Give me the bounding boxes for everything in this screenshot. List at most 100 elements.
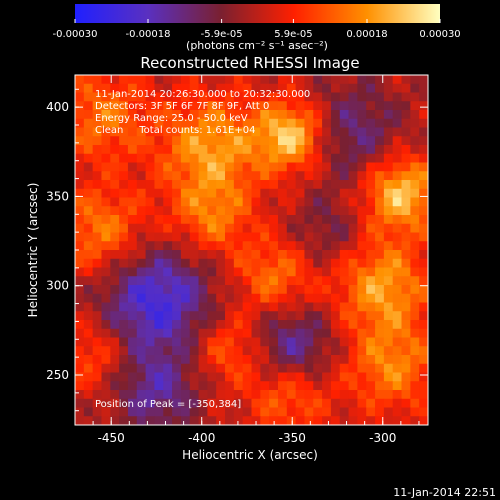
heatmap-cell bbox=[242, 302, 252, 312]
heatmap-cell bbox=[339, 215, 349, 225]
heatmap-cell bbox=[163, 302, 173, 312]
heatmap-cell bbox=[242, 285, 252, 295]
heatmap-cell bbox=[189, 363, 199, 373]
heatmap-cell bbox=[348, 355, 358, 365]
heatmap-cell bbox=[251, 241, 261, 251]
heatmap-cell bbox=[375, 276, 385, 286]
heatmap-cell bbox=[330, 250, 341, 260]
heatmap-cell bbox=[251, 145, 261, 155]
heatmap-cell bbox=[419, 355, 429, 365]
heatmap-cell bbox=[242, 355, 252, 365]
heatmap-cell bbox=[92, 206, 102, 216]
heatmap-cell bbox=[180, 250, 191, 260]
heatmap-cell bbox=[172, 285, 182, 295]
heatmap-cell bbox=[83, 381, 94, 391]
heatmap-cell bbox=[136, 337, 146, 347]
heatmap-cell bbox=[180, 267, 191, 277]
heatmap-cell bbox=[295, 285, 305, 295]
heatmap-cell bbox=[225, 215, 235, 225]
heatmap-cell bbox=[154, 92, 164, 102]
heatmap-cell bbox=[419, 285, 429, 295]
heatmap-cell bbox=[127, 293, 138, 303]
heatmap-cell bbox=[260, 398, 270, 408]
heatmap-cell bbox=[145, 363, 155, 373]
heatmap-cell bbox=[154, 188, 164, 198]
heatmap-cell bbox=[83, 258, 94, 268]
heatmap-cell bbox=[180, 320, 191, 330]
heatmap-cell bbox=[401, 75, 411, 85]
heatmap-cell bbox=[410, 223, 420, 233]
heatmap-cell bbox=[269, 110, 279, 120]
heatmap-cell bbox=[189, 197, 199, 207]
heatmap-cell bbox=[375, 328, 385, 338]
heatmap-cell bbox=[163, 83, 173, 93]
heatmap-cell bbox=[410, 355, 420, 365]
heatmap-cell bbox=[75, 188, 85, 198]
heatmap-cell bbox=[198, 328, 208, 338]
heatmap-cell bbox=[180, 223, 191, 233]
heatmap-cell bbox=[304, 407, 314, 417]
heatmap-cell bbox=[313, 407, 323, 417]
heatmap-cell bbox=[75, 241, 85, 251]
heatmap-cell bbox=[269, 215, 279, 225]
heatmap-cell bbox=[225, 206, 235, 216]
heatmap-cell bbox=[366, 293, 376, 303]
heatmap-cell bbox=[339, 83, 349, 93]
heatmap-cell bbox=[277, 127, 288, 137]
heatmap-cell bbox=[127, 197, 138, 207]
heatmap-cell bbox=[392, 293, 402, 303]
heatmap-cell bbox=[286, 267, 297, 277]
heatmap-cell bbox=[110, 232, 120, 242]
heatmap-cell bbox=[419, 250, 429, 260]
heatmap-cell bbox=[383, 232, 394, 242]
heatmap-cell bbox=[348, 223, 358, 233]
heatmap-cell bbox=[154, 337, 164, 347]
heatmap-cell bbox=[410, 302, 420, 312]
heatmap-cell bbox=[225, 363, 235, 373]
heatmap-cell bbox=[180, 241, 191, 251]
heatmap-cell bbox=[242, 320, 252, 330]
heatmap-cell bbox=[383, 337, 394, 347]
heatmap-cell bbox=[401, 171, 411, 181]
heatmap-cell bbox=[392, 346, 402, 356]
heatmap-cell bbox=[207, 223, 217, 233]
heatmap-cell bbox=[375, 337, 385, 347]
heatmap-cell bbox=[330, 206, 341, 216]
heatmap-cell bbox=[277, 355, 288, 365]
heatmap-cell bbox=[92, 381, 102, 391]
heatmap-cell bbox=[83, 302, 94, 312]
heatmap-cell bbox=[216, 285, 226, 295]
heatmap-cell bbox=[127, 267, 138, 277]
heatmap-cell bbox=[366, 381, 376, 391]
heatmap-cell bbox=[233, 171, 244, 181]
heatmap-cell bbox=[375, 398, 385, 408]
heatmap-cell bbox=[225, 83, 235, 93]
heatmap-cell bbox=[401, 250, 411, 260]
heatmap-cell bbox=[172, 223, 182, 233]
heatmap-cell bbox=[101, 346, 111, 356]
heatmap-cell bbox=[110, 241, 120, 251]
heatmap-cell bbox=[348, 101, 358, 111]
heatmap-cell bbox=[330, 328, 341, 338]
heatmap-cell bbox=[233, 153, 244, 163]
heatmap-cell bbox=[225, 101, 235, 111]
heatmap-cell bbox=[198, 127, 208, 137]
heatmap-cell bbox=[410, 75, 420, 85]
heatmap-cell bbox=[419, 328, 429, 338]
heatmap-cell bbox=[277, 145, 288, 155]
heatmap-cell bbox=[313, 363, 323, 373]
heatmap-cell bbox=[225, 92, 235, 102]
heatmap-cell bbox=[172, 215, 182, 225]
heatmap-cell bbox=[136, 390, 146, 400]
heatmap-cell bbox=[348, 215, 358, 225]
heatmap-cell bbox=[330, 153, 341, 163]
heatmap-cell bbox=[286, 162, 297, 172]
heatmap-cells bbox=[75, 75, 429, 426]
heatmap-cell bbox=[313, 355, 323, 365]
heatmap-cell bbox=[348, 398, 358, 408]
heatmap-cell bbox=[295, 83, 305, 93]
heatmap-cell bbox=[375, 145, 385, 155]
heatmap-cell bbox=[330, 171, 341, 181]
heatmap-cell bbox=[313, 101, 323, 111]
heatmap-cell bbox=[286, 215, 297, 225]
